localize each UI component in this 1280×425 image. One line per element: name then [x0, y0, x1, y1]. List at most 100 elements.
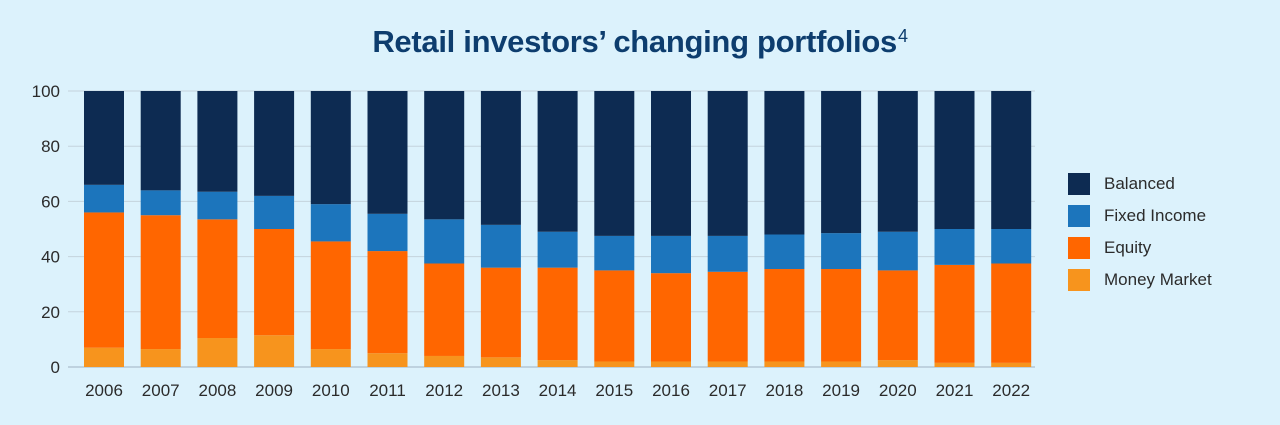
bar-segment: [537, 91, 578, 232]
legend-item: Equity: [1068, 232, 1212, 264]
bar-segment: [84, 184, 124, 213]
legend: Balanced Fixed Income Equity Money Market: [1068, 168, 1212, 296]
bar-segment: [197, 191, 238, 220]
x-tick-label: 2018: [765, 381, 803, 400]
x-tick-label: 2012: [425, 381, 463, 400]
legend-label: Fixed Income: [1104, 206, 1207, 225]
bar-segment: [254, 229, 295, 336]
bar-segment: [424, 219, 465, 264]
legend-swatch: [1068, 237, 1090, 259]
bar-segment: [877, 231, 918, 271]
bar-segment: [991, 229, 1032, 264]
x-tick-label: 2008: [198, 381, 236, 400]
bar-segment: [480, 357, 521, 367]
bar-segment: [764, 269, 805, 362]
bars: [84, 91, 1032, 367]
x-tick-label: 2006: [85, 381, 123, 400]
bar-segment: [991, 362, 1032, 367]
chart-title-text: Retail investors’ changing portfolios: [372, 24, 897, 59]
bar-segment: [84, 91, 124, 185]
y-tick-label: 20: [41, 303, 60, 322]
bar-segment: [310, 91, 351, 205]
legend-label: Equity: [1104, 238, 1152, 257]
x-tick-label: 2011: [369, 381, 406, 400]
x-tick-label: 2019: [822, 381, 860, 400]
legend-item: Balanced: [1068, 168, 1212, 200]
bar-segment: [310, 241, 351, 350]
bar-segment: [480, 91, 521, 225]
bar-segment: [821, 269, 862, 362]
bar-segment: [537, 360, 578, 367]
bar-segment: [140, 91, 181, 191]
bar-segment: [84, 212, 124, 348]
bar-segment: [310, 204, 351, 242]
x-tick-label: 2022: [992, 381, 1030, 400]
legend-label: Balanced: [1104, 174, 1175, 193]
bar-segment: [651, 91, 691, 236]
x-tick-label: 2016: [652, 381, 690, 400]
bar-segment: [594, 235, 635, 271]
legend-swatch: [1068, 173, 1090, 195]
bar-segment: [367, 213, 408, 252]
bar-segment: [651, 361, 691, 367]
bar-segment: [367, 91, 408, 214]
y-tick-label: 0: [51, 358, 60, 377]
x-tick-label: 2009: [255, 381, 293, 400]
x-axis-ticks: 2006 2007 2008 2009 2010 2011 2012 2013 2014 2015…: [85, 381, 1030, 400]
bar-segment: [254, 335, 295, 367]
bar-segment: [707, 271, 748, 362]
y-tick-label: 60: [41, 192, 60, 211]
bar-segment: [764, 91, 805, 235]
x-tick-label: 2010: [312, 381, 350, 400]
x-tick-label: 2021: [936, 381, 974, 400]
x-tick-label: 2017: [709, 381, 747, 400]
bar-segment: [424, 263, 465, 356]
bar-segment: [140, 215, 181, 350]
chart-title: Retail investors’ changing portfolios4: [0, 24, 1280, 60]
bar-segment: [594, 91, 635, 236]
bar-segment: [594, 270, 635, 362]
bar-segment: [934, 91, 975, 229]
bar-segment: [934, 362, 975, 367]
bar-segment: [480, 224, 521, 268]
bar-segment: [367, 251, 408, 354]
x-tick-label: 2014: [539, 381, 577, 400]
y-tick-label: 100: [32, 82, 60, 101]
bar-segment: [877, 91, 918, 232]
bar-segment: [254, 91, 295, 196]
bar-segment: [140, 349, 181, 367]
bar-segment: [651, 235, 691, 274]
y-axis-ticks: 0 20 40 60 80 100: [32, 82, 60, 377]
legend-item: Money Market: [1068, 264, 1212, 296]
bar-segment: [424, 91, 465, 220]
bar-segment: [991, 91, 1032, 229]
bar-segment: [537, 231, 578, 268]
x-tick-label: 2007: [142, 381, 180, 400]
bar-segment: [310, 349, 351, 367]
bar-segment: [707, 361, 748, 367]
bar-segment: [707, 235, 748, 272]
bar-segment: [991, 263, 1032, 363]
title-footnote: 4: [897, 26, 908, 46]
bar-segment: [594, 361, 635, 367]
bar-segment: [254, 195, 295, 229]
bar-segment: [764, 234, 805, 270]
legend-swatch: [1068, 269, 1090, 291]
bar-segment: [934, 229, 975, 265]
x-tick-label: 2020: [879, 381, 917, 400]
bar-segment: [821, 233, 862, 270]
legend-swatch: [1068, 205, 1090, 227]
y-tick-label: 80: [41, 137, 60, 156]
bar-segment: [877, 270, 918, 361]
bar-segment: [140, 190, 181, 216]
bar-segment: [707, 91, 748, 236]
bar-segment: [764, 361, 805, 367]
bar-segment: [424, 355, 465, 367]
y-tick-label: 40: [41, 248, 60, 267]
bar-segment: [197, 338, 238, 367]
bar-segment: [367, 353, 408, 367]
bar-segment: [651, 273, 691, 362]
bar-segment: [197, 219, 238, 339]
